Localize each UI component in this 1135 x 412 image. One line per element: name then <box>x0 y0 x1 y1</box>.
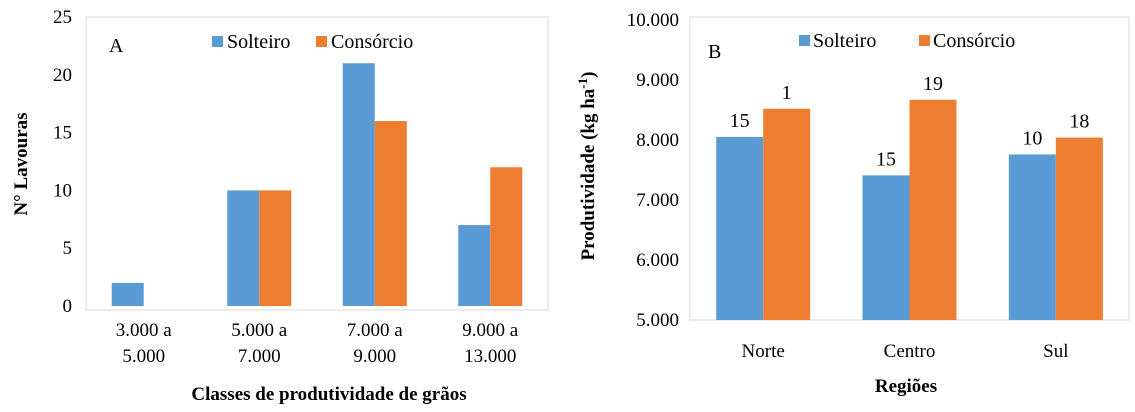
a-y-tick-label: 5 <box>63 238 73 259</box>
panel-a-x-ticks: 3.000 a 5.000 5.000 a 7.000 7.000 a 9.000 9.00… <box>116 320 519 367</box>
a-y-tick-label: 20 <box>53 65 72 86</box>
a-y-tick-label: 10 <box>53 180 72 201</box>
panel-b-bars: 15 1 15 19 10 18 <box>716 73 1103 320</box>
bar-consorcio <box>259 190 292 306</box>
panel-b-y-ticks: 5.000 6.000 7.000 8.000 9.000 10.000 <box>627 10 679 331</box>
a-x-tick-label: 9.000 <box>353 346 396 367</box>
panel-a: A Solteiro Consórcio 0 5 10 15 20 25 3.000 a 5… <box>11 7 549 405</box>
data-label-consorcio: 1 <box>782 82 792 104</box>
b-y-tick-label: 7.000 <box>636 190 679 211</box>
bar-solteiro <box>111 282 144 306</box>
bar-solteiro <box>862 175 910 320</box>
a-x-tick-label: 7.000 a <box>347 320 404 341</box>
a-x-tick-label: 9.000 a <box>462 320 519 341</box>
a-x-tick-label: 5.000 <box>122 346 165 367</box>
b-y-tick-label: 5.000 <box>636 310 679 331</box>
panel-a-y-axis-title: N° Lavouras <box>11 112 32 215</box>
b-y-tick-label: 8.000 <box>636 130 679 151</box>
bar-consorcio <box>490 167 523 306</box>
panel-b-legend: Solteiro Consórcio <box>799 30 1015 52</box>
legend-swatch-solteiro-b <box>799 35 810 46</box>
panel-b-y-axis-title-end: ) <box>578 72 599 78</box>
panel-b: B Solteiro Consórcio 5.000 6.000 7.000 8.00… <box>575 10 1130 397</box>
data-label-solteiro: 10 <box>1022 127 1042 149</box>
panel-a-letter: A <box>109 35 124 57</box>
panel-b-x-ticks: Norte Centro Sul <box>742 341 1069 362</box>
a-x-tick-label: 3.000 a <box>116 320 173 341</box>
legend-swatch-consorcio <box>316 36 327 47</box>
b-x-tick-label: Sul <box>1043 341 1068 362</box>
b-y-tick-label: 9.000 <box>636 70 679 91</box>
legend-label-solteiro: Solteiro <box>227 31 290 53</box>
panel-a-bars <box>111 63 523 306</box>
bar-solteiro <box>227 190 260 306</box>
panel-a-y-ticks: 0 5 10 15 20 25 <box>53 7 72 317</box>
bar-solteiro <box>716 137 764 320</box>
bar-solteiro <box>458 225 491 306</box>
b-x-tick-label: Centro <box>884 341 936 362</box>
panel-b-letter: B <box>708 41 721 63</box>
a-x-tick-label: 7.000 <box>238 346 281 367</box>
panel-b-y-axis-title-main: Produtividade (kg ha <box>578 88 599 260</box>
data-label-solteiro: 15 <box>876 148 896 170</box>
legend-swatch-solteiro <box>212 36 223 47</box>
b-y-tick-label: 10.000 <box>627 10 679 31</box>
legend-label-consorcio: Consórcio <box>331 31 413 53</box>
bar-solteiro <box>342 63 375 306</box>
b-y-tick-label: 6.000 <box>636 250 679 271</box>
panel-b-y-axis-title-sup: -1 <box>575 78 590 89</box>
data-label-solteiro: 15 <box>730 110 750 132</box>
panel-b-x-axis-title: Regiões <box>875 376 937 397</box>
a-x-tick-label: 5.000 a <box>231 320 288 341</box>
panel-b-y-axis-title: Produtividade (kg ha-1) <box>575 72 599 261</box>
panel-a-legend: Solteiro Consórcio <box>212 31 413 53</box>
bar-consorcio <box>909 99 957 320</box>
a-x-tick-label: 13.000 <box>464 346 516 367</box>
bar-consorcio <box>1055 137 1103 320</box>
legend-swatch-consorcio-b <box>919 35 930 46</box>
a-y-tick-label: 15 <box>53 123 72 144</box>
b-x-tick-label: Norte <box>742 341 785 362</box>
panel-a-x-axis-title: Classes de produtividade de grãos <box>191 384 466 405</box>
a-y-tick-label: 0 <box>63 296 73 317</box>
bar-solteiro <box>1008 154 1056 320</box>
legend-label-consorcio-b: Consórcio <box>933 30 1015 52</box>
panel-a-frame <box>85 16 549 311</box>
legend-label-solteiro-b: Solteiro <box>813 30 876 52</box>
a-y-tick-label: 25 <box>53 7 72 28</box>
data-label-consorcio: 18 <box>1069 111 1089 133</box>
data-label-consorcio: 19 <box>923 73 943 95</box>
bar-consorcio <box>374 121 407 306</box>
bar-consorcio <box>763 108 811 320</box>
